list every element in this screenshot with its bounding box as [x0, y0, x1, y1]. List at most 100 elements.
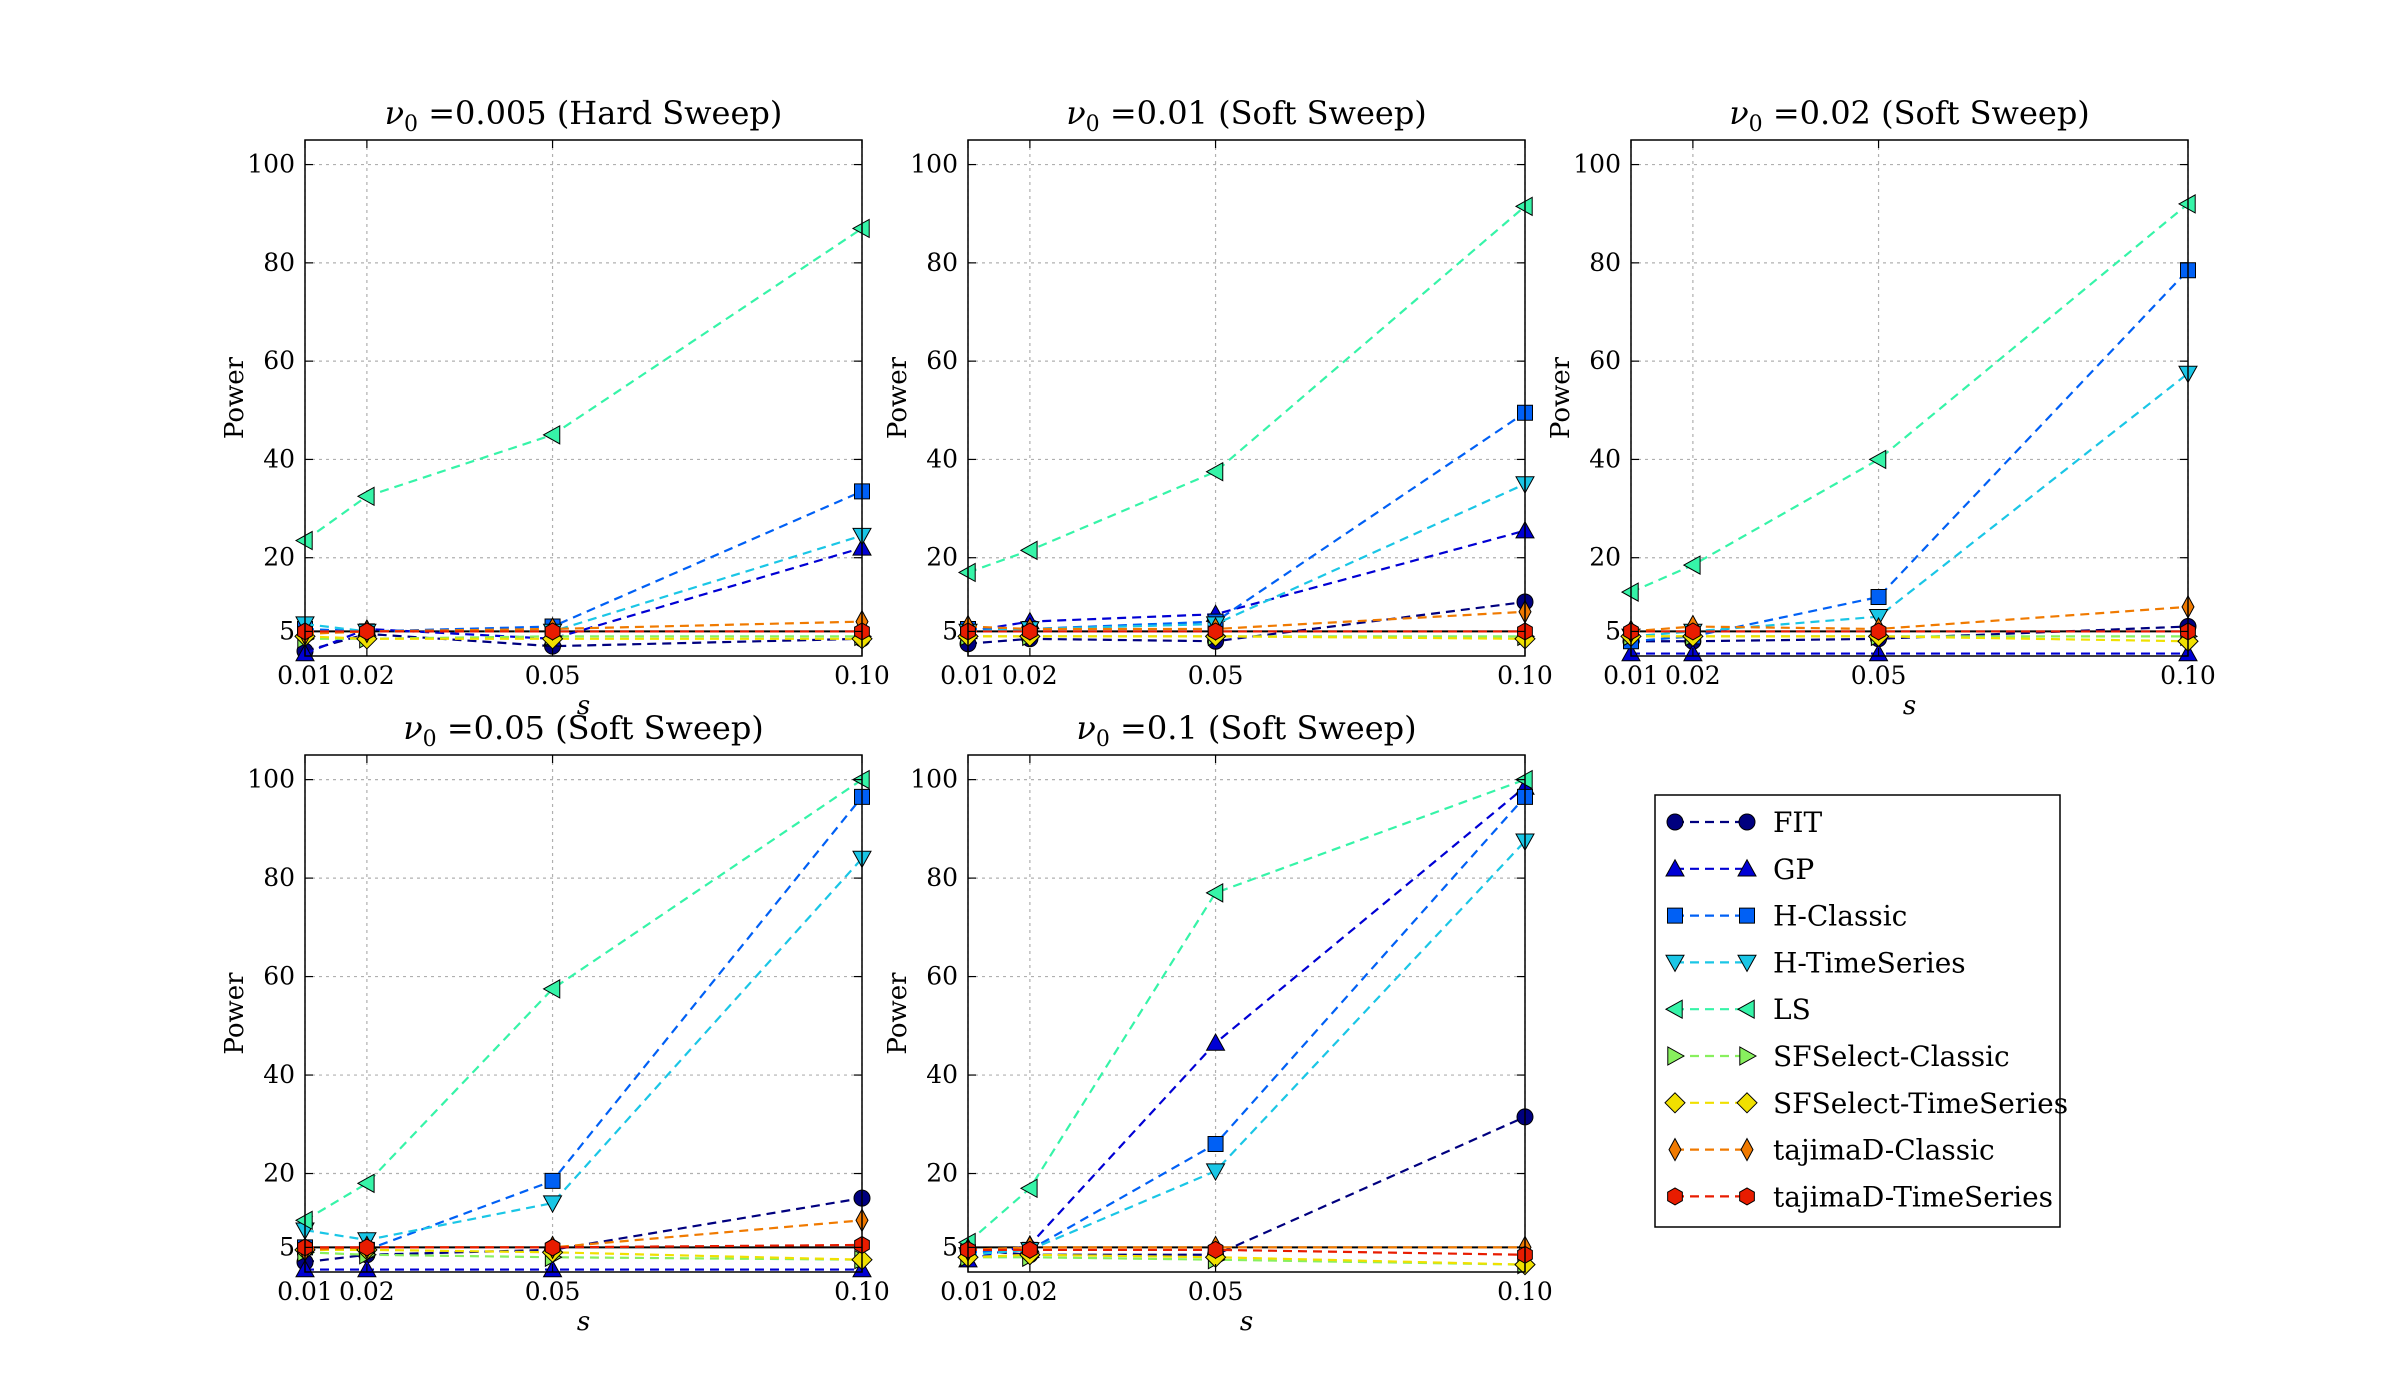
data-point: [1205, 1033, 1226, 1051]
axes-frame: [967, 139, 1526, 657]
series-line: [305, 1243, 863, 1249]
y-tick-label: 100: [910, 150, 958, 179]
series-line: [1631, 635, 2189, 643]
legend-marker: [1736, 999, 1755, 1020]
legend-label: tajimaD-Classic: [1773, 1134, 1995, 1167]
x-tick-label: 0.10: [834, 1277, 890, 1306]
legend-item-tajimad-timeseries: tajimaD-TimeSeries: [1667, 1180, 2053, 1213]
series-h-timeseries: [295, 850, 872, 1251]
series-gp: [1621, 643, 2198, 662]
x-tick-label: 0.02: [339, 661, 395, 690]
y-tick-label: 5: [942, 1232, 958, 1261]
series-h-classic: [297, 483, 870, 640]
series-line: [967, 1115, 1526, 1256]
series-h-timeseries: [958, 833, 1535, 1265]
x-tick-label: 0.05: [525, 661, 581, 690]
data-point: [544, 1172, 561, 1189]
x-tick-label: 0.10: [1497, 1277, 1553, 1306]
x-tick-label: 0.10: [1497, 661, 1553, 690]
series-tajimad-timeseries: [297, 1235, 870, 1257]
legend-marker: [1667, 1046, 1686, 1066]
series-line: [304, 1251, 863, 1261]
data-point: [356, 1173, 375, 1194]
legend-item-fit: FIT: [1666, 806, 1822, 839]
x-tick-label: 0.01: [277, 1277, 333, 1306]
gridlines: [1630, 140, 2189, 656]
series-h-classic: [297, 788, 870, 1258]
gridlines: [304, 755, 863, 1272]
series-line: [305, 1248, 863, 1261]
legend-marker: [1737, 858, 1757, 877]
data-point: [542, 1195, 563, 1214]
y-tick-label: 5: [1605, 616, 1621, 645]
subplot-3: 5 20 40 60 80 100 0.01 0.02 0.05 0.10 s Power ν0 =0.…: [1546, 94, 2216, 721]
series-line: [1630, 203, 2189, 594]
data-point: [359, 1238, 375, 1257]
y-tick-label: 80: [926, 248, 958, 277]
legend-label: H-TimeSeries: [1773, 946, 1966, 979]
gridlines: [967, 140, 1526, 656]
series-h-timeseries: [1621, 365, 2198, 647]
y-tick-label: 80: [1589, 248, 1621, 277]
legend-marker: [1738, 813, 1756, 831]
series-line: [968, 411, 1526, 631]
series-ls: [1620, 194, 2196, 602]
series-h-classic: [960, 788, 1533, 1261]
series-ls: [294, 769, 870, 1231]
gridlines: [967, 755, 1526, 1272]
x-tick-label: 0.10: [834, 661, 890, 690]
series-line: [304, 534, 863, 633]
series-line: [967, 778, 1526, 1244]
y-tick-label: 80: [263, 863, 295, 892]
data-point: [359, 622, 375, 641]
y-tick-label: 5: [942, 616, 958, 645]
x-axis-label: s: [577, 691, 590, 721]
series-sfselect-classic: [960, 1247, 1536, 1275]
y-tick-label: 100: [247, 765, 295, 794]
x-tick-label: 0.01: [940, 1277, 996, 1306]
series-gp: [958, 520, 1535, 640]
data-point: [851, 218, 870, 239]
series-line: [304, 632, 863, 653]
legend-marker: [1664, 1092, 1686, 1114]
x-tick-label: 0.02: [1002, 1277, 1058, 1306]
legend-marker: [1665, 954, 1685, 973]
data-point: [294, 1210, 313, 1231]
y-tick-label: 40: [263, 444, 295, 473]
y-tick-label: 60: [926, 346, 958, 375]
data-point: [1868, 449, 1887, 470]
data-point: [1205, 883, 1224, 903]
data-point: [1682, 555, 1701, 575]
y-tick-label: 20: [263, 1159, 295, 1188]
legend-label: tajimaD-TimeSeries: [1773, 1180, 2053, 1213]
data-point: [544, 1238, 561, 1257]
subplot-title: ν0 =0.02 (Soft Sweep): [1729, 94, 2090, 137]
x-tick-label: 0.01: [277, 661, 333, 690]
legend-item-tajimad-classic: tajimaD-Classic: [1668, 1134, 1995, 1167]
series-line: [967, 205, 1526, 574]
subplot-5: 5 20 40 60 80 100 0.01 0.02 0.05 0.10 s Power ν0 =0.…: [883, 709, 1553, 1337]
series-line: [968, 635, 1526, 640]
legend-label: H-Classic: [1773, 900, 1907, 933]
series-ls: [957, 196, 1533, 583]
subplot-title: ν0 =0.05 (Soft Sweep): [403, 709, 764, 752]
legend-marker: [1666, 813, 1684, 831]
series-tajimad-timeseries: [960, 1240, 1533, 1264]
subplot-title: ν0 =0.005 (Hard Sweep): [385, 94, 783, 137]
series-line: [968, 1248, 1526, 1256]
series-line: [304, 778, 863, 1222]
series-line: [304, 546, 863, 655]
data-point: [1870, 589, 1887, 606]
series-line: [967, 796, 1526, 1254]
legend-marker: [1740, 1137, 1754, 1162]
x-tick-label: 0.05: [1851, 661, 1907, 690]
x-tick-label: 0.01: [940, 661, 996, 690]
data-point: [1205, 461, 1224, 482]
y-tick-label: 40: [1589, 444, 1621, 473]
series-h-classic: [1623, 262, 2196, 650]
legend-frame: [1654, 794, 2061, 1228]
legend-marker: [1736, 1092, 1758, 1114]
data-point: [1685, 622, 1701, 641]
data-point: [1207, 622, 1224, 641]
legend-marker: [1667, 1187, 1683, 1206]
